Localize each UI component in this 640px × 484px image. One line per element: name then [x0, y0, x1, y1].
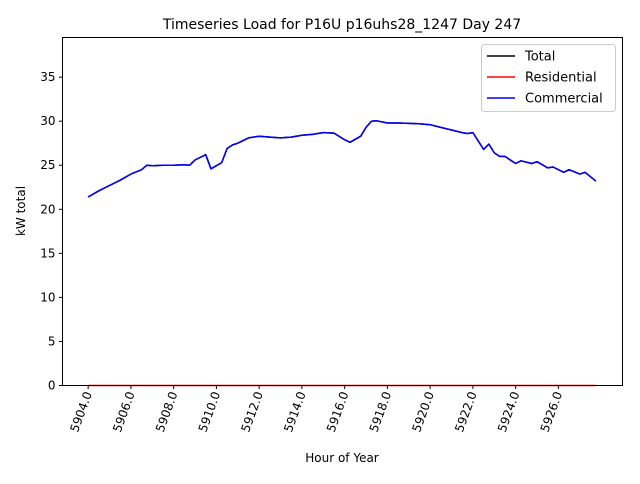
legend: Total Residential Commercial	[481, 44, 616, 112]
y-tick-label: 10	[40, 290, 55, 304]
x-tick-label: 5918.0	[367, 390, 395, 434]
y-tick-label: 25	[40, 158, 55, 172]
x-axis-label: Hour of Year	[305, 451, 379, 465]
y-tick-label: 0	[48, 379, 56, 393]
y-axis-label: kW total	[14, 186, 28, 236]
x-tick-label: 5904.0	[67, 390, 95, 434]
x-ticks: 5904.0 5906.0 5908.0 5910.0 5912.0 5914.0 5916…	[67, 385, 566, 434]
x-tick-label: 5924.0	[495, 390, 523, 434]
x-tick-label: 5912.0	[238, 390, 266, 434]
series-layer	[87, 120, 597, 387]
x-tick-label: 5914.0	[281, 390, 309, 434]
legend-label-commercial: Commercial	[525, 92, 603, 107]
y-tick-label: 5	[48, 334, 56, 348]
x-tick-label: 5906.0	[110, 390, 138, 434]
chart-title: Timeseries Load for P16U p16uhs28_1247 D…	[162, 17, 521, 33]
y-ticks: 0 5 10 15 20 25 30 35	[40, 70, 63, 393]
y-tick-label: 35	[40, 70, 55, 84]
y-tick-label: 15	[40, 246, 55, 260]
series-line-total	[87, 120, 597, 198]
y-tick-label: 30	[40, 114, 55, 128]
series-line-commercial	[87, 120, 597, 198]
legend-label-total: Total	[524, 50, 555, 65]
plot-frame	[62, 37, 623, 386]
y-tick-label: 20	[40, 202, 55, 216]
x-tick-label: 5920.0	[409, 390, 437, 434]
x-tick-label: 5910.0	[196, 390, 224, 434]
x-tick-label: 5922.0	[452, 390, 480, 434]
x-tick-label: 5916.0	[324, 390, 352, 434]
x-tick-label: 5926.0	[538, 390, 566, 434]
legend-box	[481, 44, 616, 112]
legend-label-residential: Residential	[525, 71, 597, 86]
x-tick-label: 5908.0	[153, 390, 181, 434]
